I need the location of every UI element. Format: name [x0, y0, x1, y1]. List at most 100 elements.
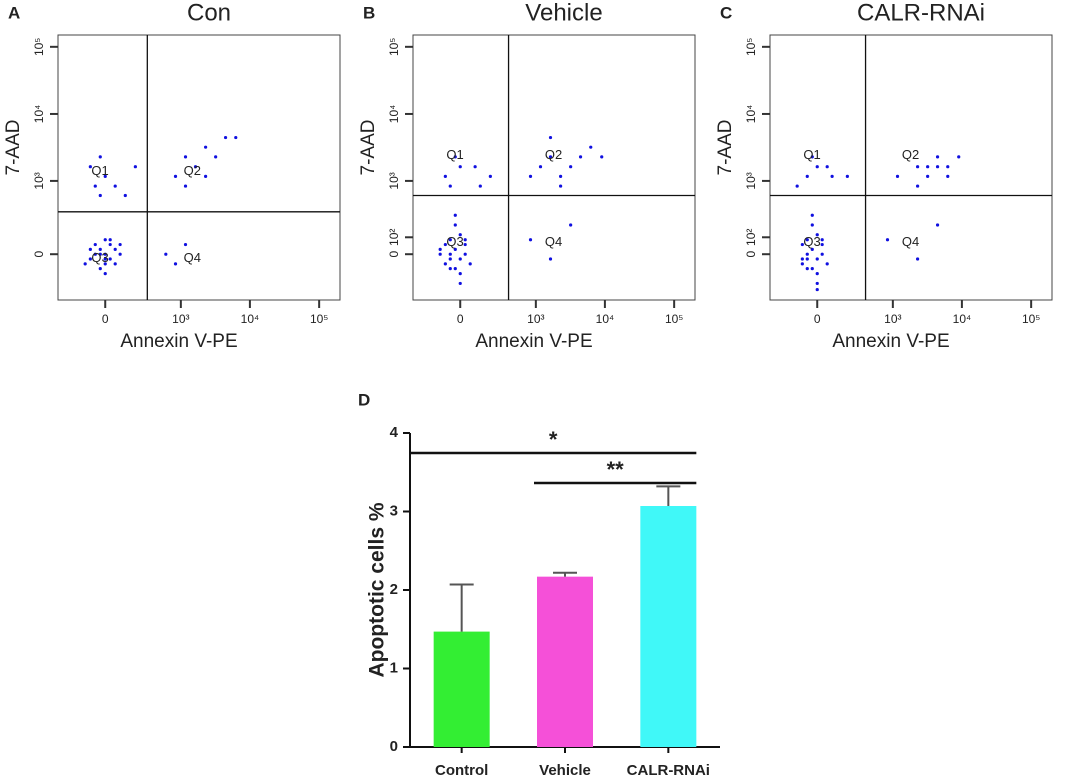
quadrant-label: Q1	[803, 147, 820, 162]
event-dot	[88, 247, 92, 251]
y-tick-label: 10⁵	[744, 38, 758, 56]
x-tick-label: 10⁴	[596, 312, 615, 326]
event-dot	[830, 174, 834, 178]
event-dot	[463, 252, 467, 256]
event-dot	[589, 145, 593, 149]
y-tick-label: 10⁴	[32, 105, 46, 124]
event-dot	[453, 213, 457, 217]
y-tick-label: 10⁵	[32, 38, 46, 56]
event-dot	[805, 174, 809, 178]
event-dot	[204, 145, 208, 149]
quadrant-label: Q3	[91, 250, 108, 265]
event-dot	[443, 262, 447, 266]
event-dot	[453, 155, 457, 159]
event-dot	[800, 257, 804, 261]
event-dot	[204, 174, 208, 178]
event-dot	[438, 247, 442, 251]
event-dot	[164, 252, 168, 256]
event-dot	[108, 242, 112, 247]
quadrant-label: Q1	[446, 147, 463, 162]
event-dot	[548, 135, 553, 140]
event-dot	[438, 252, 442, 256]
event-dot	[815, 272, 819, 276]
y-tick-label: 0	[744, 251, 758, 258]
y-tick-label: 0	[387, 251, 401, 258]
event-dot	[448, 184, 452, 188]
event-dot	[805, 252, 809, 256]
event-dot	[935, 155, 940, 159]
x-tick-label: 10⁵	[1022, 312, 1040, 326]
x-tick-label: 0	[457, 312, 464, 326]
x-tick-label: 10⁴	[241, 312, 260, 326]
event-dot	[193, 165, 198, 169]
y-tick-label: 10⁴	[387, 105, 401, 124]
event-dot	[93, 252, 97, 256]
plot-frame	[57, 34, 341, 301]
y-axis-label: 7-AAD	[358, 120, 379, 176]
event-dot	[113, 247, 117, 251]
event-dot	[825, 262, 829, 266]
event-dot	[825, 165, 829, 169]
event-dot	[113, 184, 117, 188]
event-dot	[108, 257, 112, 261]
event-dot	[103, 174, 107, 178]
event-dot	[845, 174, 849, 178]
event-dot	[234, 135, 238, 140]
event-dot	[820, 252, 824, 256]
event-dot	[458, 281, 462, 286]
event-dot	[223, 135, 228, 140]
event-dot	[548, 257, 553, 261]
event-dot	[473, 165, 477, 169]
event-dot	[820, 242, 824, 247]
event-dot	[946, 165, 950, 169]
event-dot	[926, 174, 930, 178]
x-tick-label: Control	[435, 762, 488, 779]
event-dot	[916, 165, 920, 169]
quadrant-label: Q4	[545, 234, 562, 249]
event-dot	[795, 184, 799, 188]
event-dot	[569, 223, 573, 227]
x-tick-label: 10³	[884, 312, 901, 326]
event-dot	[93, 184, 97, 188]
x-tick-label: 10⁴	[953, 312, 972, 326]
panel-title: CALR-RNAi	[857, 0, 985, 26]
event-dot	[443, 174, 447, 178]
event-dot	[458, 233, 462, 237]
event-dot	[528, 238, 533, 242]
event-dot	[559, 174, 563, 178]
y-tick-label: 0	[32, 251, 46, 258]
event-dot	[810, 223, 814, 227]
y-tick-label: 10²	[387, 229, 401, 246]
x-tick-label: 10⁵	[665, 312, 683, 326]
event-dot	[98, 247, 102, 251]
x-axis-label: Annexin V-PE	[120, 331, 237, 352]
event-dot	[463, 238, 467, 242]
quadrant-label: Q3	[446, 234, 463, 249]
event-dot	[600, 155, 604, 159]
event-dot	[578, 155, 583, 159]
bar	[537, 576, 593, 747]
event-dot	[820, 238, 824, 242]
event-dot	[173, 262, 178, 266]
y-tick-label: 10³	[32, 172, 46, 189]
event-dot	[103, 272, 107, 276]
event-dot	[214, 155, 218, 159]
event-dot	[463, 242, 467, 247]
event-dot	[83, 262, 87, 266]
event-dot	[183, 184, 188, 188]
event-dot	[569, 165, 573, 169]
x-tick-label: 0	[102, 312, 109, 326]
y-tick-label: 10⁴	[744, 105, 758, 124]
event-dot	[123, 193, 127, 198]
quadrant-label: Q2	[902, 147, 919, 162]
event-dot	[458, 165, 462, 169]
panel-label: C	[720, 3, 732, 22]
event-dot	[108, 238, 112, 242]
plot-frame	[412, 34, 696, 301]
panel-label: B	[363, 3, 375, 22]
event-dot	[815, 165, 819, 169]
event-dot	[548, 155, 553, 159]
event-dot	[453, 247, 457, 251]
event-dot	[173, 174, 178, 178]
